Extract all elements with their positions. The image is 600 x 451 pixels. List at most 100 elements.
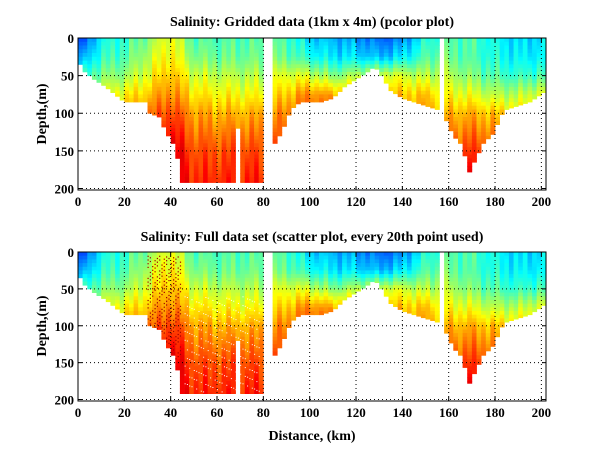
salinity-cell (203, 274, 209, 279)
salinity-cell (189, 255, 195, 260)
salinity-cell (508, 252, 514, 257)
salinity-cell (193, 314, 199, 319)
salinity-cell (323, 270, 329, 275)
salinity-cell (105, 68, 111, 73)
salinity-cell (295, 314, 301, 317)
salinity-cell (207, 64, 213, 69)
salinity-cell (490, 45, 496, 50)
salinity-cell (319, 255, 324, 260)
salinity-cell (522, 41, 528, 46)
salinity-cell (490, 98, 496, 103)
salinity-cell (193, 83, 199, 88)
salinity-cell (295, 53, 301, 58)
salinity-cell (198, 299, 204, 304)
salinity-cell (495, 318, 500, 323)
salinity-cell (203, 113, 209, 118)
salinity-cell (513, 318, 519, 320)
scatter-point (166, 256, 168, 258)
salinity-cell (221, 285, 227, 290)
salinity-cell (499, 299, 505, 304)
salinity-cell (193, 373, 199, 378)
scatter-point (175, 295, 177, 297)
salinity-cell (249, 263, 255, 268)
salinity-cell (388, 277, 394, 282)
salinity-cell (254, 79, 260, 84)
salinity-cell (166, 336, 171, 341)
salinity-cell (249, 124, 255, 129)
scatter-gap-point (235, 380, 237, 382)
salinity-cell (244, 277, 250, 282)
salinity-cell (286, 79, 292, 84)
salinity-cell (193, 150, 199, 156)
salinity-cell (453, 266, 459, 271)
salinity-cell (448, 49, 454, 54)
salinity-cell (198, 314, 204, 319)
salinity-cell (105, 270, 111, 275)
salinity-cell (124, 71, 130, 77)
scatter-gap-point (205, 366, 207, 368)
salinity-cell (448, 314, 454, 319)
salinity-cell (448, 83, 454, 88)
salinity-cell (467, 45, 473, 50)
salinity-cell (397, 60, 403, 65)
salinity-cell (346, 252, 352, 257)
salinity-cell (152, 281, 158, 286)
top-axes: Salinity: Gridded data (1km x 4m) (pcolo… (35, 15, 551, 209)
scatter-point (179, 335, 182, 337)
salinity-cell (193, 307, 199, 312)
salinity-cell (393, 274, 399, 279)
salinity-cell (249, 373, 255, 378)
salinity-cell (388, 38, 394, 43)
salinity-cell (258, 41, 264, 46)
scatter-gap-point (219, 302, 221, 304)
salinity-cell (254, 329, 260, 334)
salinity-cell (179, 292, 185, 297)
salinity-cell (485, 296, 491, 301)
salinity-cell (105, 274, 111, 279)
salinity-cell (430, 41, 436, 46)
salinity-cell (133, 45, 139, 50)
salinity-cell (175, 56, 181, 61)
salinity-cell (142, 274, 148, 279)
salinity-cell (425, 259, 431, 264)
salinity-cell (513, 56, 519, 61)
salinity-cell (179, 158, 185, 163)
salinity-cell (203, 299, 209, 304)
salinity-cell (258, 124, 264, 129)
salinity-cell (212, 259, 218, 264)
salinity-cell (485, 64, 491, 69)
salinity-cell (138, 270, 144, 275)
salinity-cell (388, 79, 394, 84)
salinity-cell (254, 362, 260, 367)
salinity-cell (226, 124, 232, 129)
salinity-cell (230, 274, 236, 279)
salinity-cell (217, 373, 222, 378)
salinity-cell (527, 98, 533, 103)
salinity-cell (467, 359, 473, 364)
salinity-cell (226, 132, 232, 137)
salinity-cell (240, 41, 246, 46)
scatter-point (168, 280, 170, 282)
salinity-cell (207, 102, 213, 107)
salinity-cell (504, 263, 510, 268)
salinity-cell (490, 333, 496, 338)
salinity-cell (508, 94, 514, 99)
salinity-cell (161, 292, 167, 297)
salinity-cell (82, 41, 88, 46)
salinity-cell (286, 49, 292, 54)
salinity-cell (254, 252, 260, 257)
salinity-cell (133, 285, 139, 290)
salinity-cell (458, 266, 463, 271)
salinity-cell (527, 266, 533, 271)
scatter-point (159, 292, 161, 294)
scatter-point (163, 269, 165, 271)
salinity-cell (221, 266, 227, 271)
salinity-cell (518, 259, 524, 264)
scatter-point (163, 262, 165, 264)
scatter-gap-point (203, 313, 205, 315)
salinity-cell (374, 281, 380, 283)
salinity-cell (198, 311, 204, 316)
salinity-cell (166, 333, 171, 338)
salinity-cell (300, 263, 306, 268)
salinity-cell (379, 252, 385, 257)
